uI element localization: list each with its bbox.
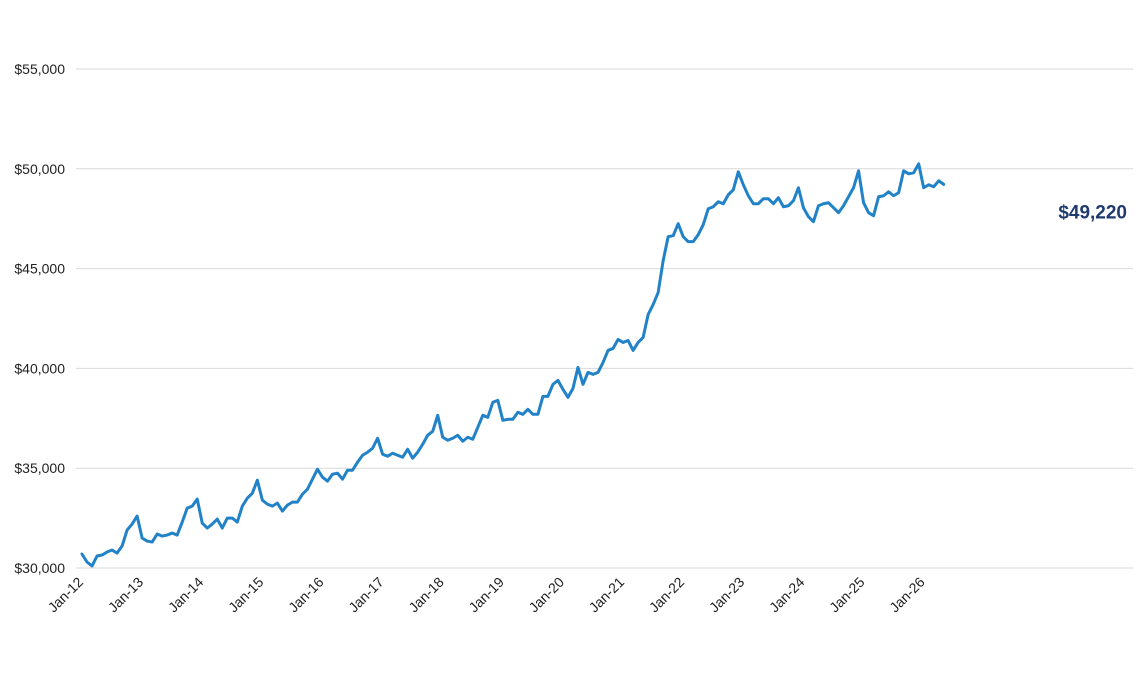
x-tick-label: Jan-19: [465, 574, 507, 616]
y-axis-ticks: $30,000 $35,000 $40,000 $45,000 $50,000 $55,0…: [14, 61, 65, 576]
x-tick-label: Jan-18: [405, 574, 447, 616]
x-tick-label: Jan-17: [345, 574, 387, 616]
y-tick-label: $35,000: [14, 460, 65, 476]
x-tick-label: Jan-21: [586, 574, 628, 616]
x-tick-label: Jan-14: [165, 574, 207, 616]
x-tick-label: Jan-20: [525, 574, 567, 616]
y-tick-label: $30,000: [14, 560, 65, 576]
x-axis-ticks: Jan-12 Jan-13 Jan-14 Jan-15 Jan-16 Jan-17 Jan-…: [45, 574, 928, 616]
x-tick-label: Jan-22: [646, 574, 688, 616]
x-tick-label: Jan-23: [706, 574, 748, 616]
y-tick-label: $40,000: [14, 360, 65, 376]
x-tick-label: Jan-24: [766, 574, 808, 616]
last-value-callout: $49,220: [1058, 202, 1127, 223]
x-tick-label: Jan-13: [105, 574, 147, 616]
x-tick-label: Jan-26: [886, 574, 928, 616]
gridlines: [76, 68, 1133, 569]
y-tick-label: $55,000: [14, 61, 65, 77]
x-tick-label: Jan-15: [225, 574, 267, 616]
y-tick-label: $50,000: [14, 161, 65, 177]
y-tick-label: $45,000: [14, 261, 65, 277]
x-tick-label: Jan-16: [285, 574, 327, 616]
series-line: [80, 162, 946, 568]
x-tick-label: Jan-25: [826, 574, 868, 616]
x-tick-label: Jan-12: [45, 574, 87, 616]
